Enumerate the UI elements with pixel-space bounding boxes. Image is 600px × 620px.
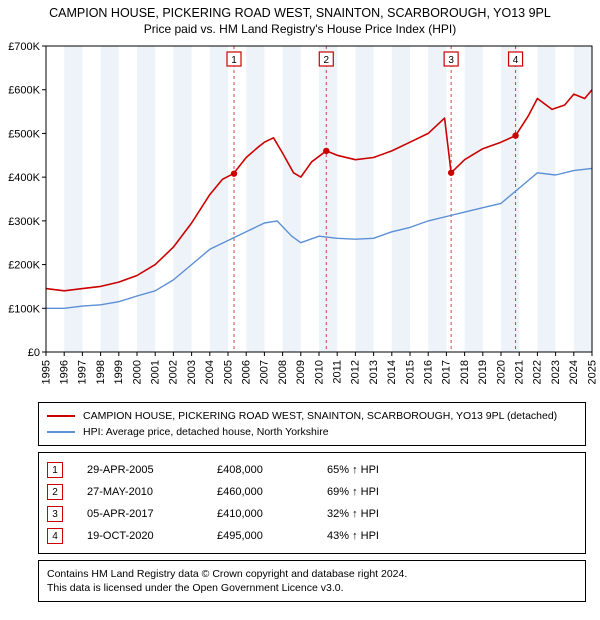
event-row: 4 19-OCT-2020 £495,000 43% ↑ HPI [47, 525, 577, 547]
event-date: 19-OCT-2020 [87, 530, 217, 542]
legend-swatch-property [47, 415, 75, 417]
svg-text:2003: 2003 [186, 360, 198, 384]
svg-text:£300K: £300K [8, 216, 40, 228]
svg-text:2011: 2011 [332, 360, 344, 384]
svg-text:1997: 1997 [77, 360, 89, 384]
legend-label-property: CAMPION HOUSE, PICKERING ROAD WEST, SNAI… [83, 410, 557, 422]
event-row: 3 05-APR-2017 £410,000 32% ↑ HPI [47, 503, 577, 525]
svg-text:2002: 2002 [168, 360, 180, 384]
chart: £0 £100K £200K £300K £400K £500K £600K £700K 199… [0, 38, 600, 398]
svg-text:2005: 2005 [222, 360, 234, 384]
svg-text:2013: 2013 [368, 360, 380, 384]
svg-text:2022: 2022 [532, 360, 544, 384]
svg-text:£0: £0 [28, 347, 40, 359]
event-row: 1 29-APR-2005 £408,000 65% ↑ HPI [47, 459, 577, 481]
svg-text:2014: 2014 [386, 360, 398, 384]
title-line1: CAMPION HOUSE, PICKERING ROAD WEST, SNAI… [8, 6, 592, 20]
event-pct: 65% ↑ HPI [327, 464, 379, 476]
event-pct: 43% ↑ HPI [327, 530, 379, 542]
event-marker-4: 4 [47, 528, 63, 544]
title-line2: Price paid vs. HM Land Registry's House … [8, 22, 592, 36]
svg-text:2012: 2012 [350, 360, 362, 384]
svg-text:2024: 2024 [568, 360, 580, 384]
svg-text:4: 4 [513, 55, 519, 66]
title-block: CAMPION HOUSE, PICKERING ROAD WEST, SNAI… [0, 0, 600, 38]
svg-text:1: 1 [231, 55, 237, 66]
legend-row-property: CAMPION HOUSE, PICKERING ROAD WEST, SNAI… [47, 408, 577, 424]
event-marker-3: 3 [47, 506, 63, 522]
event-date: 29-APR-2005 [87, 464, 217, 476]
svg-text:2004: 2004 [204, 360, 216, 384]
svg-text:2008: 2008 [277, 360, 289, 384]
svg-text:2015: 2015 [404, 360, 416, 384]
footer-line1: Contains HM Land Registry data © Crown c… [47, 567, 577, 581]
svg-text:1999: 1999 [113, 360, 125, 384]
svg-text:£200K: £200K [8, 260, 40, 272]
svg-text:£100K: £100K [8, 303, 40, 315]
svg-text:£500K: £500K [8, 128, 40, 140]
chart-svg: £0 £100K £200K £300K £400K £500K £600K £700K 199… [0, 38, 600, 398]
svg-text:2006: 2006 [240, 360, 252, 384]
event-date: 27-MAY-2010 [87, 486, 217, 498]
svg-text:1998: 1998 [95, 360, 107, 384]
svg-text:2009: 2009 [295, 360, 307, 384]
legend-swatch-hpi [47, 431, 75, 433]
svg-text:2018: 2018 [459, 360, 471, 384]
svg-text:£700K: £700K [8, 41, 40, 53]
svg-text:1996: 1996 [58, 360, 70, 384]
figure-container: CAMPION HOUSE, PICKERING ROAD WEST, SNAI… [0, 0, 600, 602]
svg-text:2021: 2021 [514, 360, 526, 384]
legend: CAMPION HOUSE, PICKERING ROAD WEST, SNAI… [38, 402, 586, 446]
events-table: 1 29-APR-2005 £408,000 65% ↑ HPI 2 27-MA… [38, 452, 586, 554]
event-pct: 69% ↑ HPI [327, 486, 379, 498]
footer: Contains HM Land Registry data © Crown c… [38, 560, 586, 602]
event-price: £495,000 [217, 530, 327, 542]
legend-label-hpi: HPI: Average price, detached house, Nort… [83, 426, 329, 438]
svg-text:2: 2 [323, 55, 329, 66]
svg-text:2010: 2010 [313, 360, 325, 384]
event-date: 05-APR-2017 [87, 508, 217, 520]
svg-text:2020: 2020 [495, 360, 507, 384]
svg-text:2001: 2001 [149, 360, 161, 384]
event-row: 2 27-MAY-2010 £460,000 69% ↑ HPI [47, 481, 577, 503]
svg-text:2019: 2019 [477, 360, 489, 384]
event-marker-1: 1 [47, 462, 63, 478]
event-price: £408,000 [217, 464, 327, 476]
svg-text:2000: 2000 [131, 360, 143, 384]
svg-text:3: 3 [448, 55, 454, 66]
svg-text:2017: 2017 [441, 360, 453, 384]
svg-text:£400K: £400K [8, 172, 40, 184]
event-pct: 32% ↑ HPI [327, 508, 379, 520]
svg-text:2025: 2025 [586, 360, 598, 384]
event-price: £410,000 [217, 508, 327, 520]
svg-text:2007: 2007 [259, 360, 271, 384]
event-price: £460,000 [217, 486, 327, 498]
legend-row-hpi: HPI: Average price, detached house, Nort… [47, 424, 577, 440]
footer-line2: This data is licensed under the Open Gov… [47, 581, 577, 595]
svg-text:£600K: £600K [8, 85, 40, 97]
svg-text:2016: 2016 [423, 360, 435, 384]
svg-text:1995: 1995 [40, 360, 52, 384]
svg-text:2023: 2023 [550, 360, 562, 384]
event-marker-2: 2 [47, 484, 63, 500]
